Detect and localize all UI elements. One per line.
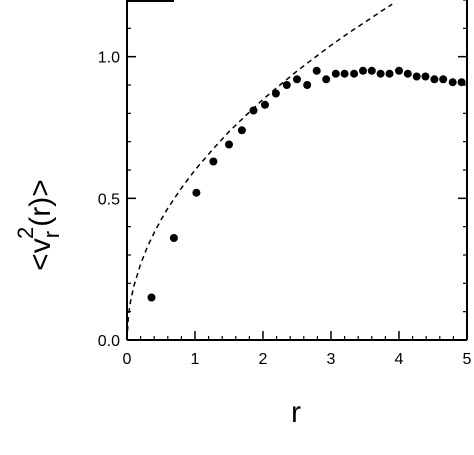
y-tick-label: 0.0 (98, 333, 120, 350)
data-point (395, 66, 403, 75)
data-point (340, 69, 349, 78)
y-tick-label: 1.0 (98, 50, 120, 67)
x-tick-labels: 0 1 2 3 4 5 (123, 351, 472, 368)
y-axis-label-arg: (r) (24, 197, 57, 227)
data-points-layer (147, 66, 466, 302)
data-point (192, 188, 201, 197)
data-point (385, 69, 394, 78)
data-point (282, 81, 291, 89)
data-point (359, 66, 367, 75)
y-axis-label-sub: r (39, 231, 64, 238)
y-axis-label-v: v (24, 238, 57, 253)
x-tick-label: 4 (395, 351, 404, 368)
data-point (303, 81, 312, 89)
x-tick-label: 1 (191, 351, 200, 368)
data-point (457, 78, 466, 87)
data-point (169, 234, 178, 242)
data-point (376, 69, 385, 78)
data-point (448, 78, 457, 87)
data-point (312, 66, 321, 75)
data-point (293, 75, 301, 84)
x-tick-label: 5 (463, 351, 472, 368)
data-point (367, 66, 376, 75)
data-point (403, 69, 412, 78)
data-point (439, 75, 448, 84)
plot-frame (126, 0, 468, 341)
y-axis-label-sup: 2 (13, 227, 38, 239)
data-point (209, 157, 218, 166)
data-point (225, 140, 233, 149)
axis-ticks (126, 0, 468, 341)
x-tick-label: 3 (327, 351, 336, 368)
model-curve-layer (126, 3, 393, 341)
x-tick-label: 2 (259, 351, 268, 368)
svg-text:<vr2(r)>: <vr2(r)> (13, 179, 64, 271)
data-point (261, 100, 269, 109)
x-axis-label: r (291, 396, 301, 429)
y-axis-label-close: > (24, 179, 57, 197)
y-tick-label: 0.5 (98, 191, 120, 208)
data-point (271, 89, 280, 98)
y-axis-label-open: < (24, 253, 57, 271)
y-axis-label: <vr2(r)> (13, 179, 64, 271)
x-tick-label: 0 (123, 351, 132, 368)
data-point (147, 293, 156, 302)
model-curve (126, 3, 393, 341)
data-point (322, 75, 331, 84)
data-point (412, 72, 421, 81)
data-point (421, 72, 430, 81)
data-point (331, 69, 340, 78)
data-point (249, 106, 258, 115)
y-tick-labels: 0.0 0.5 1.0 (98, 50, 120, 350)
data-point (237, 126, 246, 135)
data-point (430, 75, 439, 84)
data-point (350, 69, 359, 78)
